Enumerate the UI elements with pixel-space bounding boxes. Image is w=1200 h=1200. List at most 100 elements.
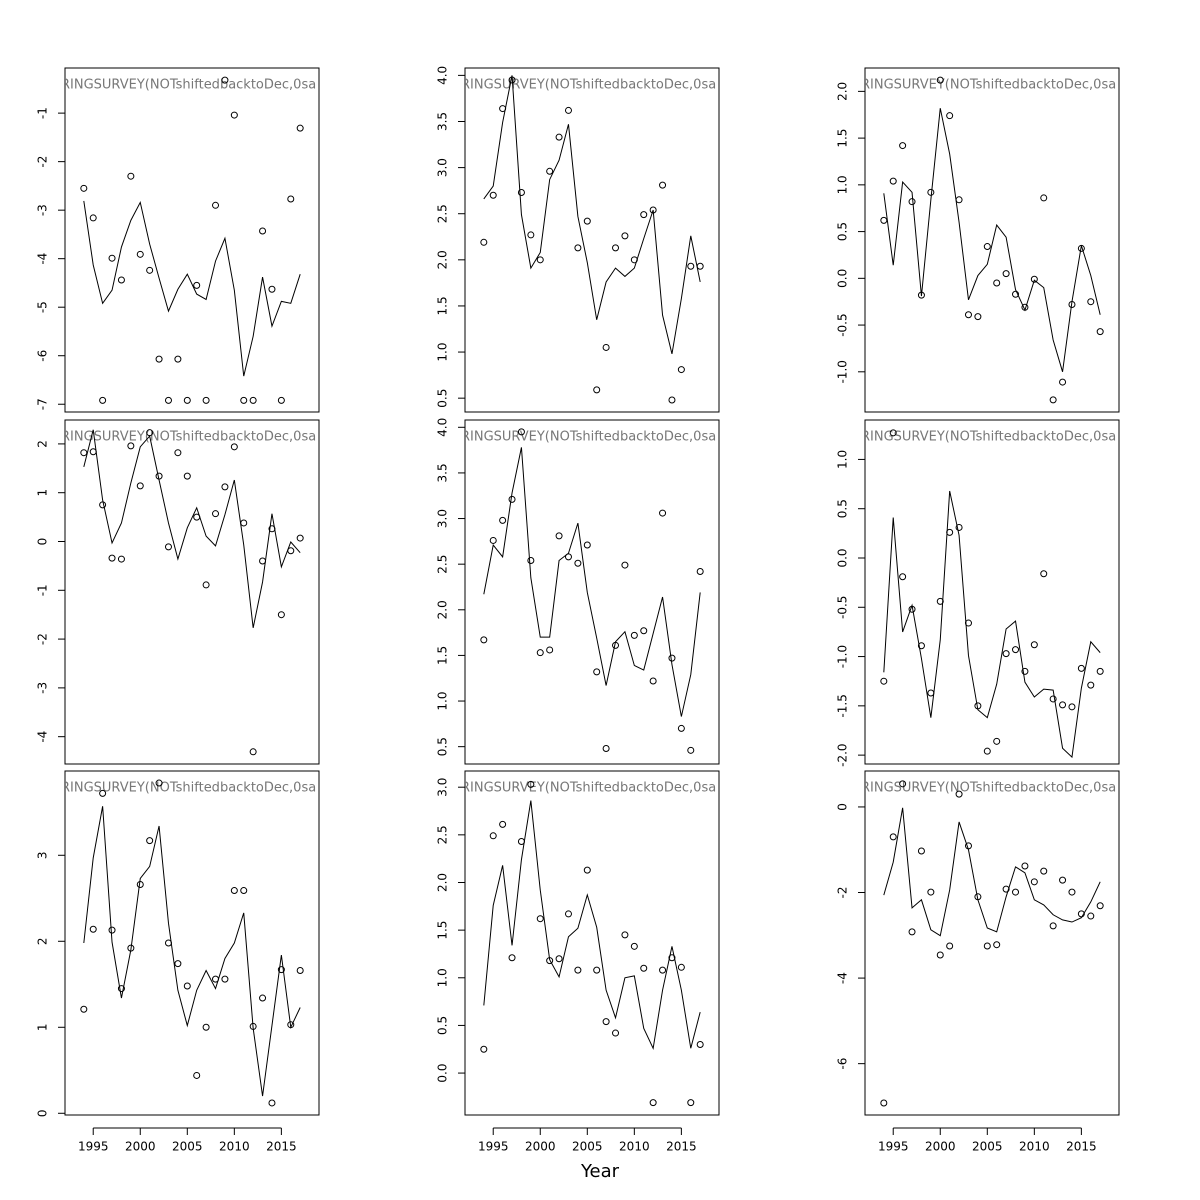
y-tick-label: 1.5	[436, 646, 450, 665]
point	[174, 449, 182, 457]
point	[880, 677, 888, 685]
point	[249, 748, 257, 756]
point	[908, 198, 916, 206]
point	[889, 177, 897, 185]
y-tick-label: 1.0	[836, 175, 850, 194]
panel: RINGSURVEY(NOTshiftedbacktoDec,0sa -2.0 -1…	[836, 419, 1120, 767]
point	[677, 724, 685, 732]
y-tick-label: -2	[36, 156, 50, 168]
point	[574, 966, 582, 974]
series-line	[83, 806, 301, 1097]
point	[527, 780, 535, 788]
plot-frame	[64, 770, 320, 1116]
point	[536, 256, 544, 264]
point	[296, 124, 304, 132]
panel: RINGSURVEY(NOTshiftedbacktoDec,0sa 0.5 1.0…	[436, 66, 720, 413]
point	[221, 975, 229, 983]
point	[696, 262, 704, 270]
panel-title: RINGSURVEY(NOTshiftedbacktoDec,0sa	[861, 430, 1116, 445]
y-tick-label: 1	[36, 1023, 50, 1031]
y-tick-label: 3	[36, 851, 50, 859]
point	[555, 133, 563, 141]
point	[1059, 876, 1067, 884]
point	[230, 443, 238, 451]
point	[612, 1029, 620, 1037]
series-line	[883, 490, 1101, 759]
panel-title: RINGSURVEY(NOTshiftedbacktoDec,0sa	[61, 430, 316, 445]
x-tick-label: 1995	[878, 1140, 909, 1154]
point	[287, 195, 295, 203]
point	[1040, 194, 1048, 202]
series-line	[83, 429, 301, 628]
y-tick-label: 2.5	[436, 555, 450, 574]
point	[696, 1040, 704, 1048]
panel-title: RINGSURVEY(NOTshiftedbacktoDec,0sa	[861, 781, 1116, 796]
y-tick-label: 2.0	[436, 873, 450, 892]
series-line	[483, 800, 701, 1050]
point	[677, 366, 685, 374]
point	[927, 689, 935, 697]
point	[602, 744, 610, 752]
point	[630, 942, 638, 950]
y-tick-label: 0	[836, 803, 850, 811]
point	[240, 396, 248, 404]
point	[277, 611, 285, 619]
y-tick-label: 0.5	[436, 737, 450, 756]
panel-title: RINGSURVEY(NOTshiftedbacktoDec,0sa	[461, 430, 716, 445]
point	[583, 217, 591, 225]
y-tick-label: 0.0	[836, 548, 850, 567]
point	[480, 636, 488, 644]
point	[946, 942, 954, 950]
point	[668, 654, 676, 662]
point	[80, 449, 88, 457]
y-tick-label: 2.5	[436, 204, 450, 223]
y-tick-label: -7	[36, 398, 50, 410]
y-tick-label: 1.0	[836, 450, 850, 469]
point	[1002, 270, 1010, 278]
point	[612, 244, 620, 252]
point	[1030, 275, 1038, 283]
point	[917, 642, 925, 650]
y-tick-label: 1.5	[436, 296, 450, 315]
point	[268, 1099, 276, 1107]
point	[240, 519, 248, 527]
point	[880, 1099, 888, 1107]
point	[1012, 646, 1020, 654]
y-tick-label: 0.5	[836, 499, 850, 518]
point	[687, 1099, 695, 1107]
point	[927, 888, 935, 896]
x-tick-label: 2015	[266, 1140, 297, 1154]
point	[583, 866, 591, 874]
point	[212, 201, 220, 209]
point	[155, 355, 163, 363]
y-tick-label: -0.5	[836, 313, 850, 336]
point	[889, 429, 897, 437]
point	[89, 448, 97, 456]
point	[668, 396, 676, 404]
y-tick-label: 2.0	[436, 600, 450, 619]
point	[193, 281, 201, 289]
series-line	[83, 200, 301, 377]
point	[640, 964, 648, 972]
point	[174, 355, 182, 363]
y-tick-label: 1.0	[436, 691, 450, 710]
point	[249, 396, 257, 404]
point	[268, 285, 276, 293]
plot-frame	[464, 419, 720, 765]
plot-frame	[464, 770, 720, 1116]
point	[1030, 641, 1038, 649]
y-tick-label: -2.0	[836, 743, 850, 766]
y-tick-label: -3	[36, 682, 50, 694]
point	[917, 847, 925, 855]
point	[1059, 378, 1067, 386]
point	[649, 677, 657, 685]
point	[593, 966, 601, 974]
point	[1096, 328, 1104, 336]
point	[99, 501, 107, 509]
point	[993, 941, 1001, 949]
point	[649, 1099, 657, 1107]
y-tick-label: 0.5	[436, 389, 450, 408]
y-tick-label: 1.0	[436, 968, 450, 987]
y-tick-label: 0	[36, 538, 50, 546]
